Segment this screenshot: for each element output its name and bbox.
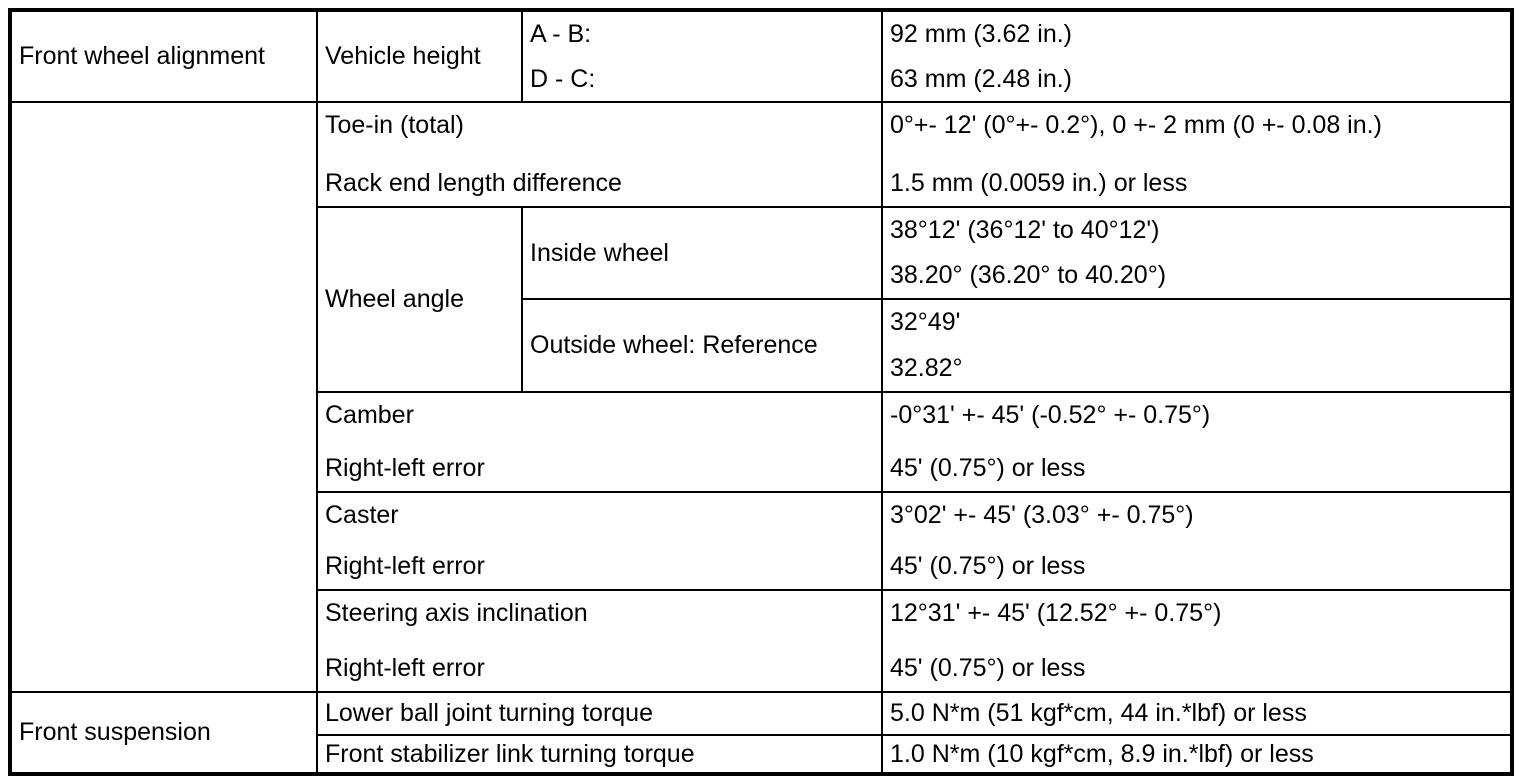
row-vehicle-height: Front wheel alignment Vehicle height A -… [9, 9, 1513, 103]
row-steering-axis-inclination: Steering axis inclination Right-left err… [10, 589, 1513, 693]
label-caster: Caster [325, 501, 399, 529]
label-wheel-angle: Wheel angle [325, 285, 464, 314]
value-cell-outside-wheel: 32°49' 32.82° [881, 298, 1513, 393]
value-sai-right-left-error: 45' (0.75°) or less [890, 654, 1086, 683]
label-front-stabilizer-link-turning-torque: Front stabilizer link turning torque [325, 739, 695, 768]
value-cell-sai: 12°31' +- 45' (12.52° +- 0.75°) 45' (0.7… [881, 589, 1513, 693]
label-lower-ball-joint-turning-torque: Lower ball joint turning torque [325, 699, 653, 728]
label-cell-caster: Caster Right-left error [316, 491, 883, 591]
row-caster: Caster Right-left error 3°02' +- 45' (3.… [10, 491, 1513, 591]
label-cell-front-stabilizer-link: Front stabilizer link turning torque [316, 734, 883, 775]
label-vehicle-height: Vehicle height [325, 42, 481, 71]
value-caster-right-left-error: 45' (0.75°) or less [890, 552, 1086, 581]
value-cell-lower-ball-joint: 5.0 N*m (51 kgf*cm, 44 in.*lbf) or less [881, 691, 1513, 736]
label-rack-end-length-difference: Rack end length difference [325, 169, 622, 198]
sublabel-cell-inside-wheel: Inside wheel [521, 206, 883, 300]
row-camber: Camber Right-left error -0°31' +- 45' (-… [10, 391, 1513, 493]
label-inside-wheel: Inside wheel [530, 238, 669, 267]
value-lower-ball-joint-turning-torque: 5.0 N*m (51 kgf*cm, 44 in.*lbf) or less [890, 699, 1307, 728]
value-inside-wheel-decimal: 38.20° (36.20° to 40.20°) [890, 261, 1167, 290]
label-outside-wheel: Outside wheel: Reference [530, 331, 818, 360]
value-d-c: 63 mm (2.48 in.) [890, 64, 1073, 93]
alignment-spec-table: Front wheel alignment Vehicle height A -… [8, 8, 1514, 776]
label-cell-sai: Steering axis inclination Right-left err… [316, 589, 883, 693]
label-cell-toe-in: Toe-in (total) Rack end length differenc… [316, 101, 883, 208]
value-toe-in-total: 0°+- 12' (0°+- 0.2°), 0 +- 2 mm (0 +- 0.… [890, 111, 1382, 139]
value-cell-vehicle-height: 92 mm (3.62 in.) 63 mm (2.48 in.) [881, 9, 1513, 103]
sublabel-cell-outside-wheel: Outside wheel: Reference [521, 298, 883, 393]
value-cell-inside-wheel: 38°12' (36°12' to 40°12') 38.20° (36.20°… [881, 206, 1513, 300]
label-cell-lower-ball-joint: Lower ball joint turning torque [316, 691, 883, 736]
front-wheel-alignment-spacer-cell [9, 101, 318, 693]
value-cell-camber: -0°31' +- 45' (-0.52° +- 0.75°) 45' (0.7… [881, 391, 1513, 493]
row-front-stabilizer-link: Front stabilizer link turning torque 1.0… [10, 734, 1513, 775]
row-wheel-angle-inside: Wheel angle Inside wheel 38°12' (36°12' … [10, 206, 1513, 393]
label-steering-axis-inclination: Steering axis inclination [325, 599, 588, 627]
row-toe-in: Toe-in (total) Rack end length differenc… [9, 101, 1513, 693]
label-camber: Camber [325, 401, 414, 429]
value-rack-end-length-difference: 1.5 mm (0.0059 in.) or less [890, 169, 1188, 198]
value-steering-axis-inclination: 12°31' +- 45' (12.52° +- 0.75°) [890, 599, 1222, 627]
label-cell-camber: Camber Right-left error [316, 391, 883, 493]
label-sai-right-left-error: Right-left error [325, 654, 485, 683]
label-cell-vehicle-height: Vehicle height [316, 9, 523, 103]
label-caster-right-left-error: Right-left error [325, 552, 485, 581]
sublabel-d-c: D - C: [530, 64, 596, 93]
value-cell-front-stabilizer-link: 1.0 N*m (10 kgf*cm, 8.9 in.*lbf) or less [881, 734, 1513, 775]
value-caster: 3°02' +- 45' (3.03° +- 0.75°) [890, 501, 1194, 529]
value-camber: -0°31' +- 45' (-0.52° +- 0.75°) [890, 401, 1211, 429]
sublabel-a-b: A - B: [530, 19, 592, 48]
value-cell-caster: 3°02' +- 45' (3.03° +- 0.75°) 45' (0.75°… [881, 491, 1513, 591]
value-cell-toe-in: 0°+- 12' (0°+- 0.2°), 0 +- 2 mm (0 +- 0.… [881, 101, 1513, 208]
value-front-stabilizer-link-turning-torque: 1.0 N*m (10 kgf*cm, 8.9 in.*lbf) or less [890, 739, 1314, 768]
value-camber-right-left-error: 45' (0.75°) or less [890, 454, 1086, 483]
sublabel-cell-vehicle-height: A - B: D - C: [521, 9, 883, 103]
label-cell-wheel-angle: Wheel angle [316, 206, 523, 393]
label-toe-in-total: Toe-in (total) [325, 111, 464, 139]
group-cell-front-wheel-alignment: Front wheel alignment [9, 9, 318, 103]
group-cell-front-suspension: Front suspension [9, 691, 318, 775]
value-a-b: 92 mm (3.62 in.) [890, 19, 1073, 48]
group-label-front-suspension: Front suspension [19, 718, 211, 747]
group-label-front-wheel-alignment: Front wheel alignment [19, 42, 265, 71]
row-lower-ball-joint: Front suspension Lower ball joint turnin… [9, 691, 1513, 775]
label-camber-right-left-error: Right-left error [325, 454, 485, 483]
row-wheel-angle-outside: Outside wheel: Reference 32°49' 32.82° [10, 298, 1513, 393]
value-outside-wheel-dms: 32°49' [890, 308, 961, 336]
value-outside-wheel-decimal: 32.82° [890, 354, 963, 383]
value-inside-wheel-dms: 38°12' (36°12' to 40°12') [890, 216, 1160, 244]
